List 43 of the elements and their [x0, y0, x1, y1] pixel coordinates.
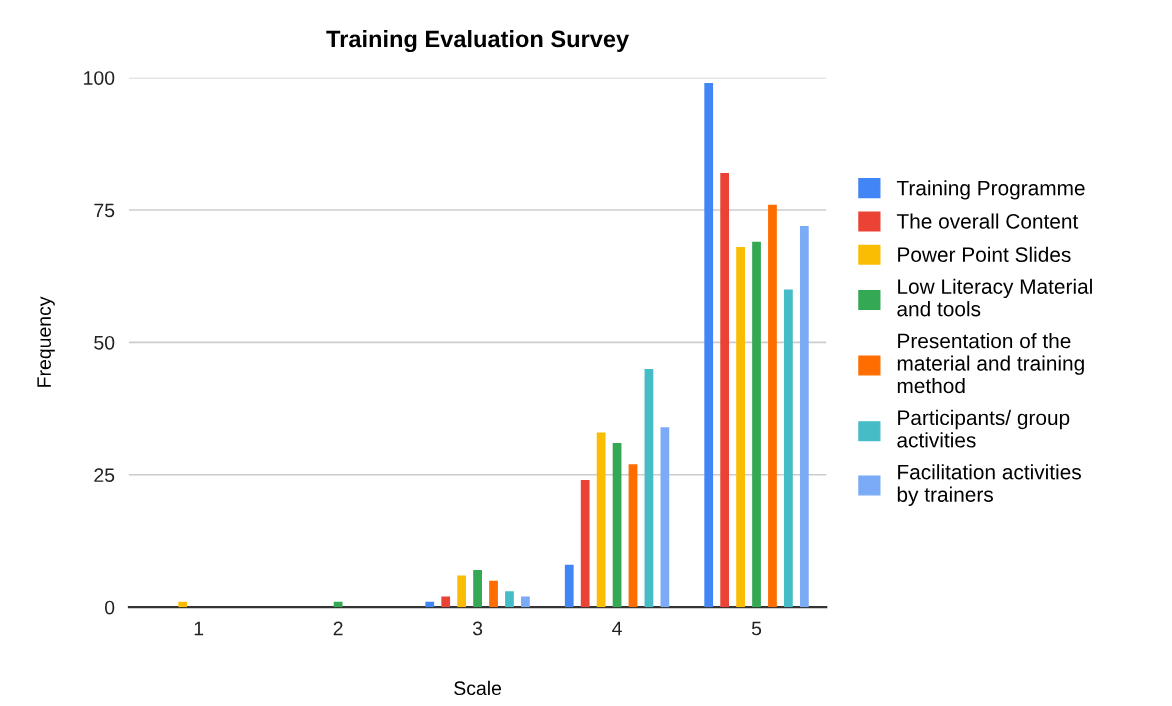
bar: [628, 464, 638, 608]
y-tick-label: 75: [94, 203, 115, 218]
x-axis-title: Scale: [454, 680, 502, 696]
legend-label: Low Literacy Material and tools: [897, 278, 1092, 317]
bar: [752, 241, 761, 608]
bar: [564, 564, 574, 608]
chart-title: Training Evaluation Survey: [326, 29, 630, 53]
bar: [457, 575, 467, 608]
bar: [178, 601, 188, 608]
bar: [473, 570, 482, 608]
bar: [720, 172, 730, 608]
bar: [489, 580, 498, 608]
x-tick-label: 3: [472, 621, 483, 636]
bar: [736, 247, 745, 608]
bar: [580, 480, 590, 608]
legend-label: Training Programme: [896, 180, 1085, 200]
legend-label: Participants/ group activities: [897, 409, 1070, 448]
legend-label: Power Point Slides: [898, 246, 1071, 263]
x-tick-label: 5: [751, 621, 762, 636]
bar: [612, 443, 622, 608]
legend-label: Facilitation activities by trainers: [897, 464, 1081, 507]
bar: [425, 601, 435, 608]
x-tick-label: 2: [333, 621, 343, 636]
y-tick-label: 50: [94, 335, 115, 350]
y-tick-label: 25: [94, 468, 115, 483]
y-tick-label: 100: [84, 71, 115, 85]
y-tick-label: 0: [104, 600, 115, 615]
bar: [505, 591, 514, 608]
y-axis-title: Frequency: [37, 296, 55, 387]
bar: [441, 596, 451, 608]
bar: [596, 432, 606, 608]
bar: [784, 289, 793, 608]
bar: [660, 427, 670, 608]
bar: [704, 82, 714, 608]
bar: [333, 601, 343, 608]
legend-label: The overall Content: [896, 213, 1079, 229]
x-tick-label: 1: [194, 621, 204, 636]
legend-label: Presentation of the material and training method: [897, 333, 1084, 394]
x-tick-label: 4: [612, 621, 622, 636]
bar: [644, 368, 654, 608]
bar: [799, 225, 809, 608]
bar: [521, 596, 530, 608]
bar: [768, 204, 777, 608]
